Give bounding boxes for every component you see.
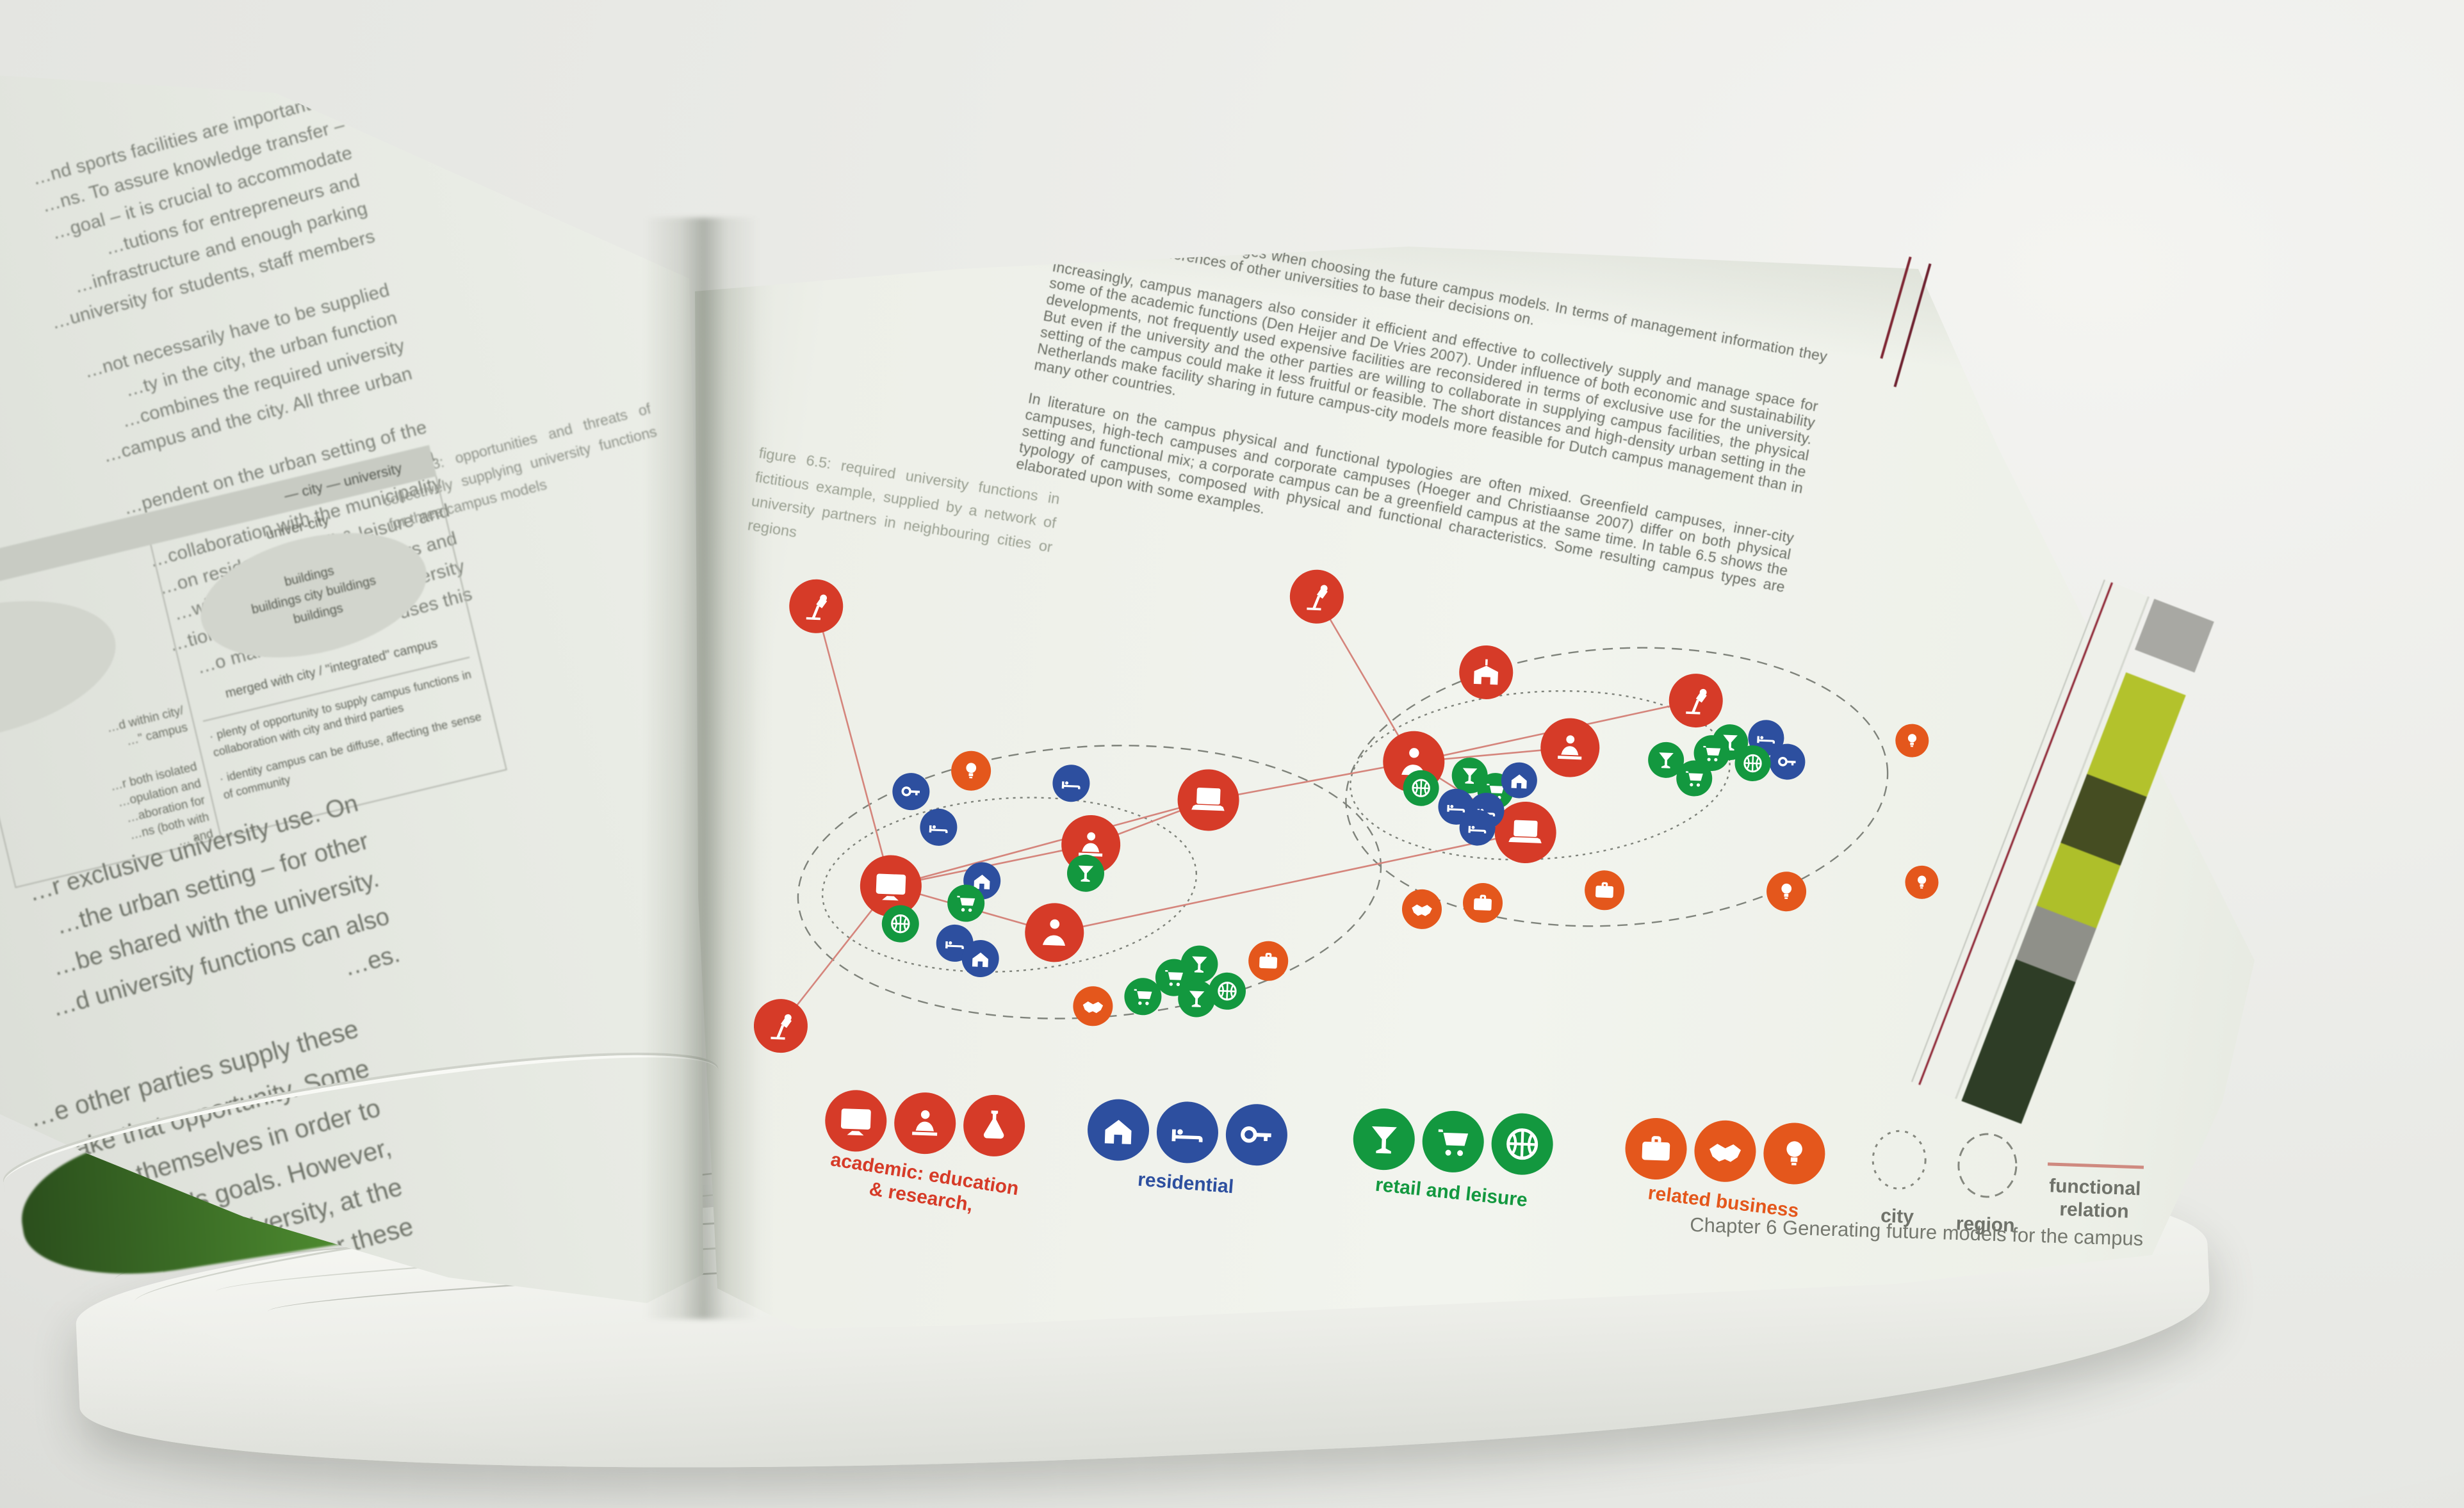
lightbulb-icon bbox=[1762, 1121, 1827, 1186]
key-icon bbox=[892, 773, 930, 811]
bed-icon bbox=[1155, 1100, 1220, 1165]
suitcase-icon bbox=[1585, 870, 1625, 911]
screen-icon bbox=[824, 1089, 888, 1153]
theater-icon bbox=[1459, 645, 1513, 699]
cart-icon bbox=[1676, 760, 1713, 797]
figure-6-5-network-diagram bbox=[753, 569, 1939, 1053]
lightbulb-icon bbox=[1905, 865, 1939, 899]
cart-icon bbox=[1421, 1110, 1485, 1174]
laptop-icon bbox=[1177, 769, 1239, 831]
univer-city-bullets: · plenty of opportunity to supply campus… bbox=[202, 656, 490, 804]
key-icon bbox=[1769, 743, 1806, 780]
flask-icon bbox=[962, 1094, 1026, 1158]
lamp-icon bbox=[1289, 569, 1344, 624]
laptop-icon bbox=[1494, 802, 1556, 864]
suitcase-icon bbox=[1248, 941, 1289, 981]
legend-group-retail: retail and leisure bbox=[1351, 1107, 1554, 1211]
cart-icon bbox=[1124, 978, 1162, 1016]
basketball-icon bbox=[1403, 770, 1439, 806]
legend-label: academic: education & research, bbox=[829, 1149, 1020, 1216]
suitcase-icon bbox=[1624, 1117, 1688, 1181]
legend-symbol: functional relation bbox=[2046, 1131, 2145, 1224]
lightbulb-icon bbox=[951, 750, 991, 791]
house-icon bbox=[1086, 1098, 1150, 1162]
legend-group-residential: residential bbox=[1086, 1098, 1289, 1199]
lamp-icon bbox=[753, 999, 808, 1053]
handshake-icon bbox=[1073, 986, 1113, 1026]
figure-legend: academic: education & research, residentia… bbox=[808, 1089, 2196, 1290]
martini-icon bbox=[1178, 980, 1216, 1017]
basketball-icon bbox=[1734, 745, 1771, 782]
right-region-ellipse bbox=[1345, 647, 1889, 927]
martini-icon bbox=[1066, 854, 1104, 892]
suitcase-icon bbox=[1463, 883, 1503, 923]
functional-relation-line-sample bbox=[2047, 1162, 2144, 1169]
city-dashed-circle bbox=[1872, 1130, 1927, 1190]
relation-edge bbox=[1208, 761, 1414, 801]
basketball-icon bbox=[1490, 1112, 1554, 1176]
handshake-icon bbox=[1693, 1119, 1758, 1183]
martini-icon bbox=[1648, 742, 1685, 778]
cart-icon bbox=[1693, 735, 1730, 772]
lightbulb-icon bbox=[1766, 872, 1807, 912]
martini-icon bbox=[1352, 1107, 1416, 1171]
right-city-ellipse bbox=[1350, 690, 1731, 861]
relation-edge bbox=[815, 606, 892, 886]
legend-symbol: region bbox=[1950, 1128, 2023, 1238]
handshake-icon bbox=[1401, 889, 1442, 929]
left-page: …nd sports facilities are important for…… bbox=[0, 76, 703, 1303]
lightbulb-icon bbox=[1895, 724, 1929, 758]
bed-icon bbox=[1052, 765, 1090, 802]
legend-group-business: related business bbox=[1623, 1117, 1827, 1222]
person-icon bbox=[1025, 903, 1084, 962]
lamp-icon bbox=[789, 579, 844, 633]
relation-edge bbox=[1054, 831, 1526, 934]
screen-icon bbox=[860, 855, 922, 917]
legend-label: retail and leisure bbox=[1374, 1174, 1529, 1212]
bed-icon bbox=[920, 808, 958, 846]
person-desk-icon bbox=[1540, 718, 1600, 777]
legend-group-academic: academic: education & research, bbox=[822, 1089, 1026, 1215]
table-left-fragments: …d within city/…" campus bbox=[105, 702, 190, 754]
basketball-icon bbox=[881, 905, 919, 943]
legend-symbol: city bbox=[1864, 1126, 1932, 1229]
key-icon bbox=[1225, 1103, 1289, 1167]
figure-6-5 bbox=[749, 541, 2148, 1170]
region-dashed-circle bbox=[1957, 1133, 2018, 1198]
house-icon bbox=[961, 939, 999, 977]
book-gutter-shadow bbox=[644, 218, 759, 1319]
relation-edge bbox=[1316, 596, 1415, 763]
lamp-icon bbox=[1669, 674, 1723, 728]
legend-label: residential bbox=[1137, 1169, 1235, 1198]
basketball-icon bbox=[1208, 972, 1246, 1010]
legend-label: functional relation bbox=[2048, 1175, 2142, 1222]
relation-edge bbox=[890, 799, 1209, 887]
bed-icon bbox=[1459, 809, 1496, 846]
left-city-ellipse bbox=[821, 797, 1198, 973]
person-desk-icon bbox=[893, 1091, 957, 1155]
house-icon bbox=[1501, 762, 1537, 799]
cart-icon bbox=[947, 884, 985, 922]
